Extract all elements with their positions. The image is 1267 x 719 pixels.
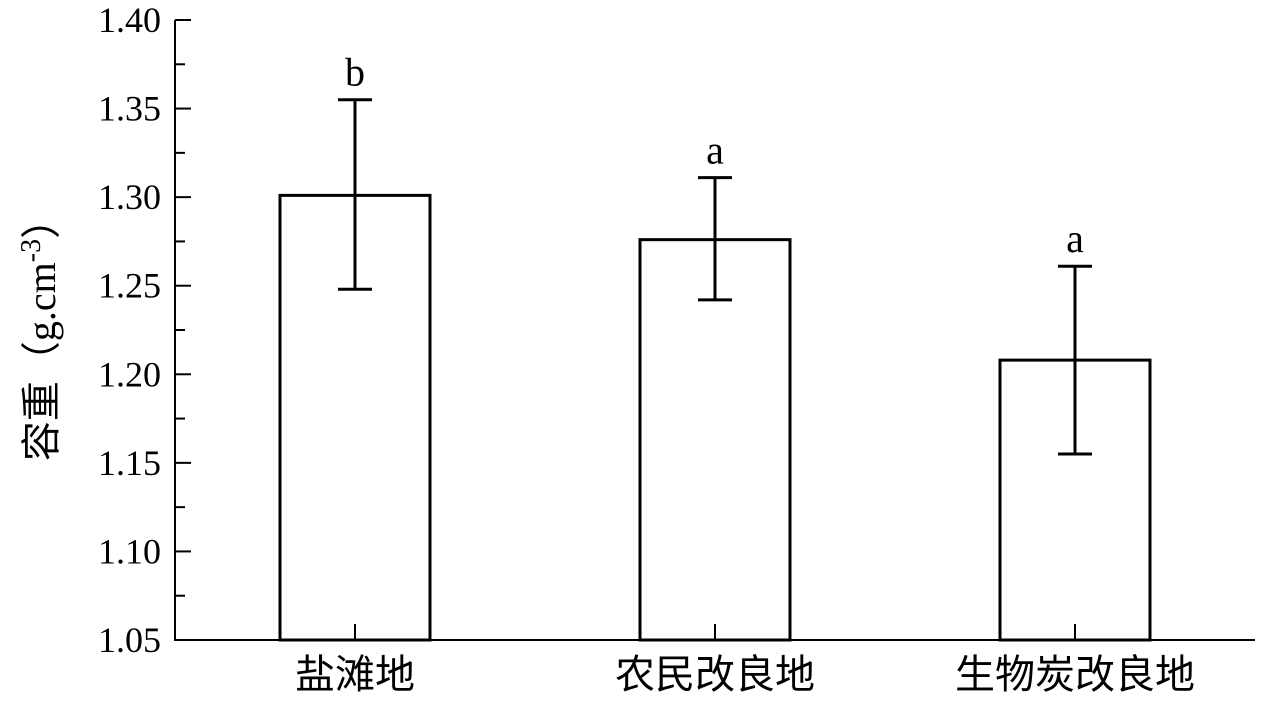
x-category-label: 农民改良地 [615, 652, 815, 697]
y-tick-label: 1.30 [98, 177, 161, 217]
y-tick-label: 1.05 [98, 620, 161, 660]
bulk-density-bar-chart: 1.05 1.10 1.15 1.20 1.25 1.30 1.35 1.40 b 盐滩地 a 农民改… [0, 0, 1267, 719]
y-axis-label: 容重（g.cm-3） [16, 199, 65, 461]
y-tick-label: 1.35 [98, 89, 161, 129]
x-category-label: 盐滩地 [295, 652, 415, 697]
y-tick-label: 1.10 [98, 531, 161, 571]
y-tick-label: 1.15 [98, 443, 161, 483]
y-tick-label: 1.20 [98, 354, 161, 394]
y-tick-label: 1.40 [98, 0, 161, 40]
x-category-label: 生物炭改良地 [955, 652, 1195, 697]
y-tick-label: 1.25 [98, 266, 161, 306]
significance-label: a [706, 128, 724, 173]
significance-label: b [345, 50, 365, 95]
significance-label: a [1066, 216, 1084, 261]
